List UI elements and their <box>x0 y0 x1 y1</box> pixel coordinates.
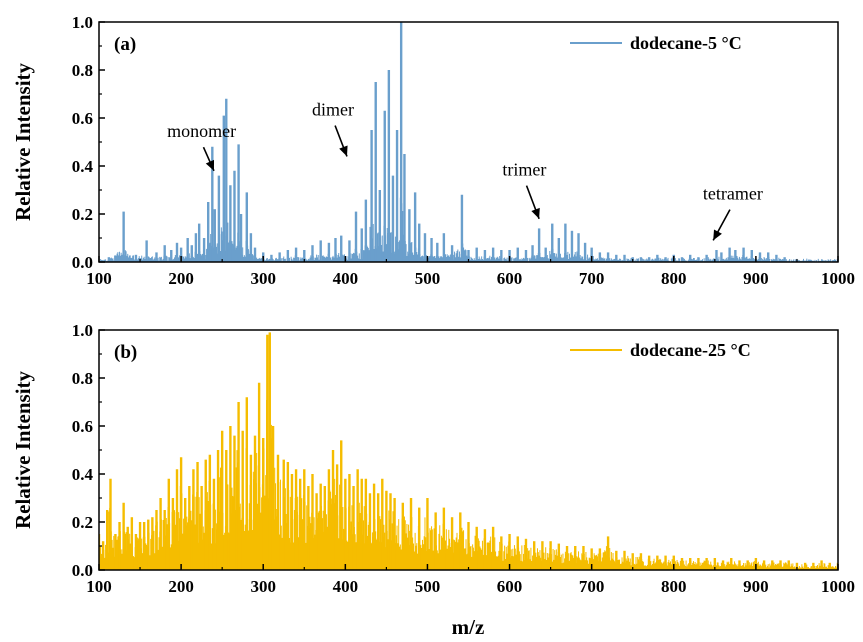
x-tick-label: 500 <box>415 269 441 288</box>
annotation-label: dimer <box>312 100 354 120</box>
panel-b-y-axis-title: Relative Intensity <box>11 370 35 529</box>
x-axis-title: m/z <box>452 615 485 639</box>
x-tick-label: 100 <box>86 269 112 288</box>
y-tick-label: 1.0 <box>72 321 93 340</box>
panel-b-legend-text: dodecane-25 °C <box>630 340 751 360</box>
panel-a-spectrum <box>99 22 838 262</box>
annotation-arrow-head <box>205 159 215 171</box>
panel-a-label: (a) <box>114 34 136 55</box>
panel-a-y-axis-title: Relative Intensity <box>11 62 35 221</box>
y-tick-label: 0.8 <box>72 61 93 80</box>
panel-a-frame <box>98 21 839 263</box>
annotation-label: trimer <box>502 160 546 180</box>
y-tick-label: 0.4 <box>72 157 94 176</box>
y-tick-label: 0.2 <box>72 205 93 224</box>
y-tick-label: 0.4 <box>72 465 94 484</box>
x-tick-label: 100 <box>86 577 112 596</box>
y-tick-label: 0.6 <box>72 417 93 436</box>
y-tick-label: 0.8 <box>72 369 93 388</box>
x-tick-label: 500 <box>415 577 441 596</box>
annotation-arrow-head <box>339 145 348 157</box>
x-tick-label: 400 <box>333 269 359 288</box>
x-tick-label: 800 <box>661 577 687 596</box>
x-tick-label: 200 <box>168 577 194 596</box>
panel-b-plot: 100 200 300 400 500 600 700 800 900 1000 0.0 0.2 0.4… <box>11 321 855 639</box>
panel-a-legend-text: dodecane-5 °C <box>630 33 742 53</box>
x-tick-label: 700 <box>579 577 605 596</box>
panel-a-plot: 100 200 300 400 500 600 700 800 900 1000 0.0 0.2 0.4… <box>11 13 855 288</box>
panel-b-ticks: 100 200 300 400 500 600 700 800 900 1000 0.0 0.2 0.4… <box>72 321 855 596</box>
x-tick-label: 800 <box>661 269 687 288</box>
x-tick-label: 300 <box>250 577 276 596</box>
x-tick-label: 900 <box>743 269 769 288</box>
panel-a-annotations: monomer dimer trimer tetramer <box>167 100 763 241</box>
x-tick-label: 200 <box>168 269 194 288</box>
x-tick-label: 1000 <box>821 269 855 288</box>
annotation-label: tetramer <box>703 184 763 204</box>
x-tick-label: 900 <box>743 577 769 596</box>
annotation-label: monomer <box>167 121 236 141</box>
panel-b-label: (b) <box>114 342 137 363</box>
y-tick-label: 0.2 <box>72 513 93 532</box>
panel-a-ticks: 100 200 300 400 500 600 700 800 900 1000 0.0 0.2 0.4… <box>72 13 855 288</box>
annotation-arrow-head <box>531 207 540 219</box>
x-tick-label: 600 <box>497 269 523 288</box>
panel-b-spectrum <box>99 332 838 570</box>
x-tick-label: 600 <box>497 577 523 596</box>
x-tick-label: 1000 <box>821 577 855 596</box>
x-tick-label: 400 <box>333 577 359 596</box>
x-tick-label: 300 <box>250 269 276 288</box>
y-tick-label: 1.0 <box>72 13 93 32</box>
y-tick-label: 0.0 <box>72 253 93 272</box>
annotation-arrow-head <box>713 229 722 241</box>
y-tick-label: 0.6 <box>72 109 93 128</box>
x-tick-label: 700 <box>579 269 605 288</box>
y-tick-label: 0.0 <box>72 561 93 580</box>
